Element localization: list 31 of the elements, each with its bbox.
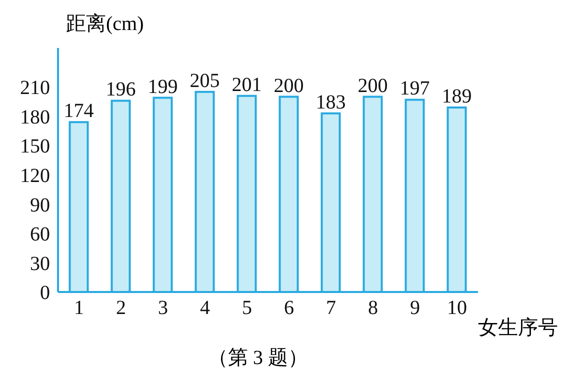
data-label: 200 (358, 74, 388, 97)
x-tick-label: 4 (200, 297, 210, 320)
data-label: 205 (190, 70, 220, 92)
y-tick-label: 90 (30, 194, 50, 216)
x-tick-label: 8 (368, 297, 378, 320)
y-tick-label: 210 (20, 77, 50, 100)
data-label: 174 (64, 100, 94, 122)
x-tick-label: 5 (242, 297, 252, 320)
data-label: 196 (106, 78, 136, 101)
x-tick-label: 10 (447, 297, 467, 320)
x-tick-label: 9 (410, 297, 420, 320)
y-tick-label: 30 (30, 252, 50, 275)
text: （第 3 题） (208, 346, 308, 371)
data-label: 199 (148, 76, 178, 98)
data-label: 189 (442, 86, 472, 108)
y-tick-label: 120 (20, 164, 50, 187)
y-tick-label: 180 (20, 106, 50, 128)
x-tick-label: 3 (158, 297, 168, 320)
x-tick-label: 6 (284, 297, 294, 320)
y-axis-title: 距离(cm) (66, 12, 144, 37)
data-label: 197 (400, 78, 430, 100)
data-label: 183 (316, 91, 346, 114)
x-tick-label: 2 (116, 297, 126, 320)
data-label: 201 (232, 74, 262, 96)
x-tick-label: 1 (74, 297, 84, 320)
y-tick-label: 150 (20, 136, 50, 158)
data-label: 200 (274, 74, 304, 97)
y-tick-label: 0 (40, 282, 50, 304)
y-tick-label: 60 (30, 224, 50, 246)
x-axis-title: 女生序号 (478, 316, 558, 341)
x-tick-label: 7 (326, 297, 336, 320)
